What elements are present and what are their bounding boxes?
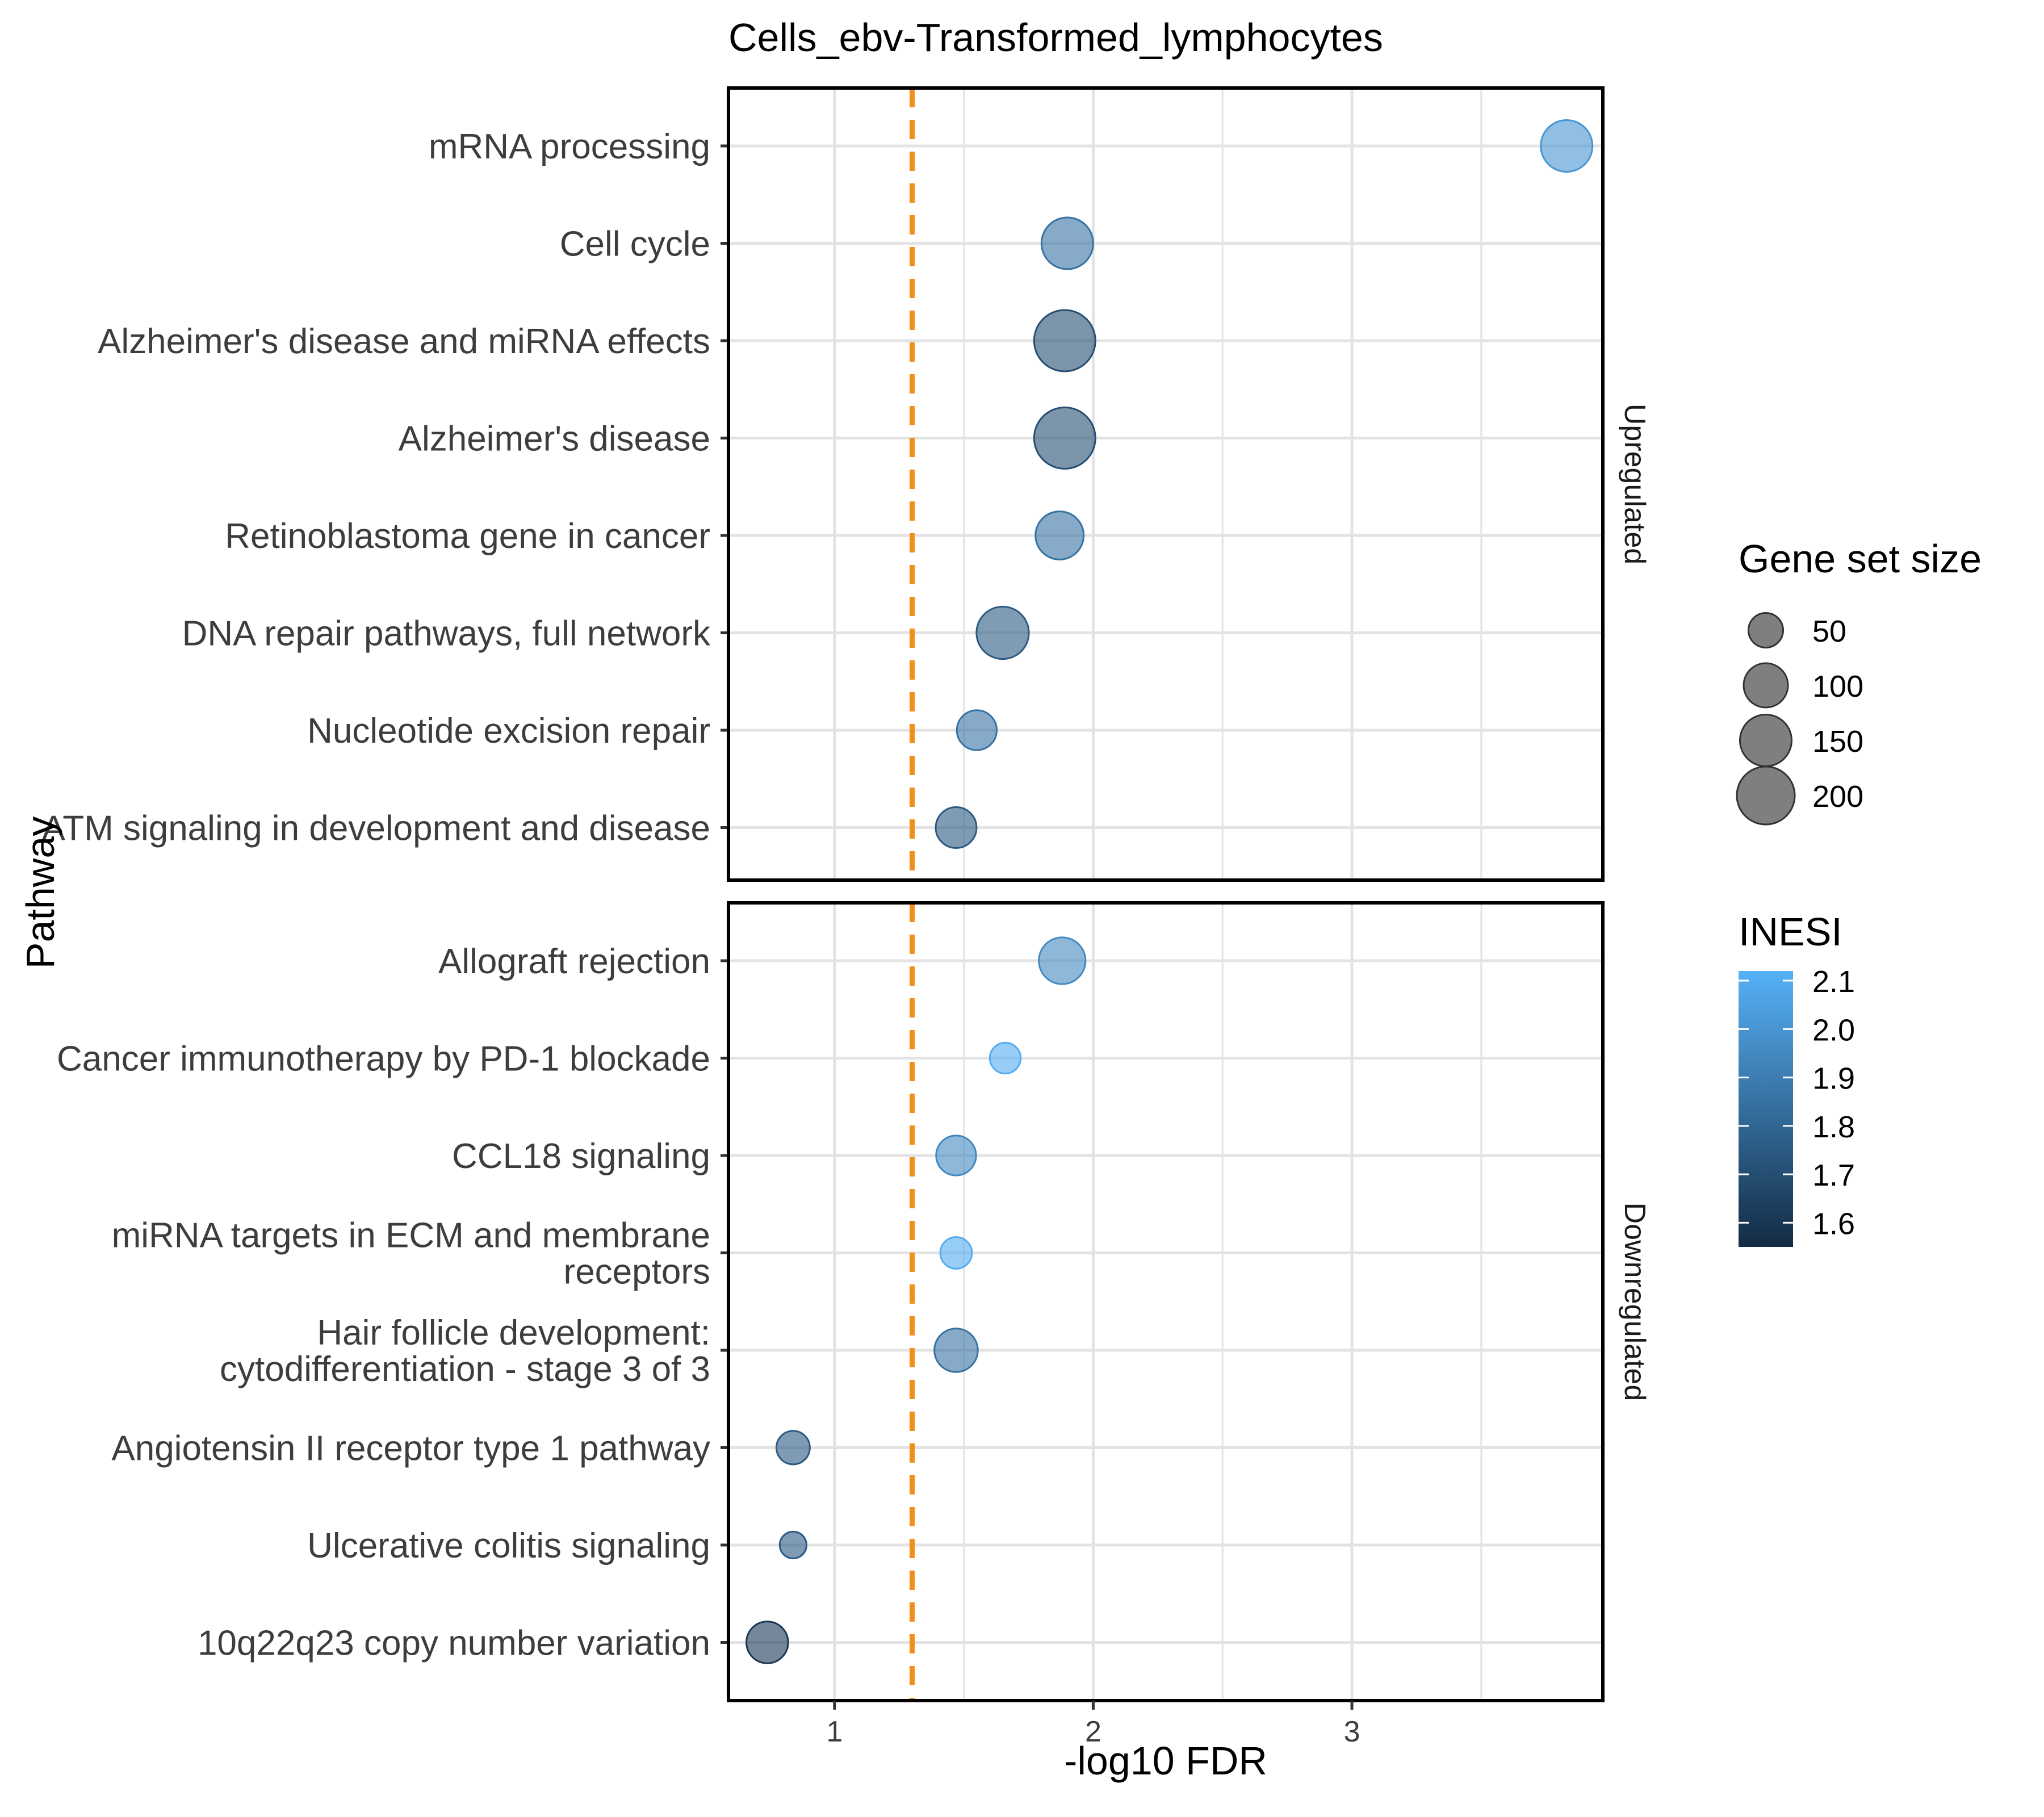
y-tick-label: Nucleotide excision repair	[307, 711, 710, 751]
size-legend-label: 100	[1812, 669, 1863, 704]
color-legend-label: 1.6	[1812, 1207, 1855, 1241]
color-legend-label: 2.1	[1812, 965, 1855, 999]
y-tick-label: CCL18 signaling	[452, 1137, 710, 1176]
data-point	[1033, 309, 1096, 372]
size-legend-key	[1739, 713, 1793, 768]
x-tick-label: 2	[1085, 1715, 1101, 1748]
data-point	[989, 1041, 1022, 1075]
panel-border	[727, 86, 1605, 882]
data-point	[935, 1134, 977, 1177]
data-point	[1034, 510, 1085, 560]
data-point	[1540, 119, 1594, 173]
plot-panels: mRNA processing Cell cycle Alzheimer's dis…	[41, 86, 1651, 1702]
facet-strip-label: Downregulated	[1618, 1203, 1651, 1401]
panel-background	[728, 88, 1603, 880]
y-tick-label: miRNA targets in ECM and membrane	[112, 1216, 710, 1255]
panel-upregulated: mRNA processing Cell cycle Alzheimer's dis…	[41, 86, 1651, 882]
color-bar	[1739, 971, 1793, 1247]
y-tick-label: Cell cycle	[560, 225, 710, 264]
size-legend-key	[1743, 662, 1789, 709]
x-axis-title: -log10 FDR	[1064, 1739, 1267, 1783]
y-tick-label: Ulcerative colitis signaling	[307, 1526, 710, 1565]
data-point	[1033, 407, 1096, 470]
y-tick-label: cytodifferentiation - stage 3 of 3	[220, 1350, 710, 1389]
y-tick-label: Alzheimer's disease	[399, 420, 710, 459]
data-point	[1038, 936, 1087, 985]
panel-background	[728, 903, 1603, 1701]
size-legend-label: 50	[1812, 614, 1846, 648]
data-point	[775, 1430, 811, 1466]
data-point	[1040, 216, 1094, 270]
panel-downregulated: Allograft rejection Cancer immunotherapy …	[57, 901, 1651, 1702]
x-tick-label: 3	[1344, 1715, 1360, 1748]
size-legend-key	[1747, 612, 1785, 649]
y-tick-label: 10q22q23 copy number variation	[198, 1624, 710, 1663]
color-legend-label: 1.9	[1812, 1062, 1855, 1096]
data-point	[935, 806, 978, 849]
y-tick-label: mRNA processing	[429, 127, 710, 166]
color-legend-label: 1.7	[1812, 1158, 1855, 1192]
facet-strip-label: Upregulated	[1618, 404, 1651, 564]
y-tick-label: Hair follicle development:	[317, 1313, 710, 1353]
size-legend-label: 150	[1812, 725, 1863, 759]
chart-title: Cells_ebv-Transformed_lymphocytes	[728, 15, 1383, 60]
y-axis-title: Pathway	[18, 817, 62, 969]
y-tick-label: Alzheimer's disease and miRNA effects	[98, 322, 710, 361]
y-tick-label: Angiotensin II receptor type 1 pathway	[111, 1429, 710, 1468]
y-tick-label: Allograft rejection	[438, 942, 710, 981]
y-tick-label: DNA repair pathways, full network	[182, 614, 711, 654]
x-tick-label: 1	[826, 1715, 843, 1748]
panel-border	[727, 901, 1605, 1702]
y-tick-label: Cancer immunotherapy by PD-1 blockade	[57, 1040, 710, 1079]
data-point	[778, 1530, 808, 1560]
data-point	[745, 1621, 789, 1664]
size-legend-label: 200	[1812, 780, 1863, 814]
color-legend: INESI 2.1 2.0 1.9 1.8 1.7 1.6	[1739, 910, 1855, 1247]
y-tick-label: receptors	[564, 1253, 710, 1292]
color-legend-label: 2.0	[1812, 1013, 1855, 1047]
size-legend-title: Gene set size	[1739, 537, 1982, 581]
size-legend-key	[1736, 765, 1796, 826]
color-legend-title: INESI	[1739, 910, 1842, 954]
x-axis: 1 2 3	[826, 1701, 1360, 1748]
data-point	[975, 605, 1030, 660]
data-point	[956, 709, 998, 751]
size-legend: Gene set size 50 100 150 200	[1736, 537, 1982, 826]
color-legend-label: 1.8	[1812, 1110, 1855, 1144]
y-tick-label: Retinoblastoma gene in cancer	[225, 517, 710, 556]
data-point	[939, 1236, 973, 1270]
data-point	[933, 1328, 979, 1373]
y-tick-label: ATM signaling in development and disease	[41, 809, 710, 848]
